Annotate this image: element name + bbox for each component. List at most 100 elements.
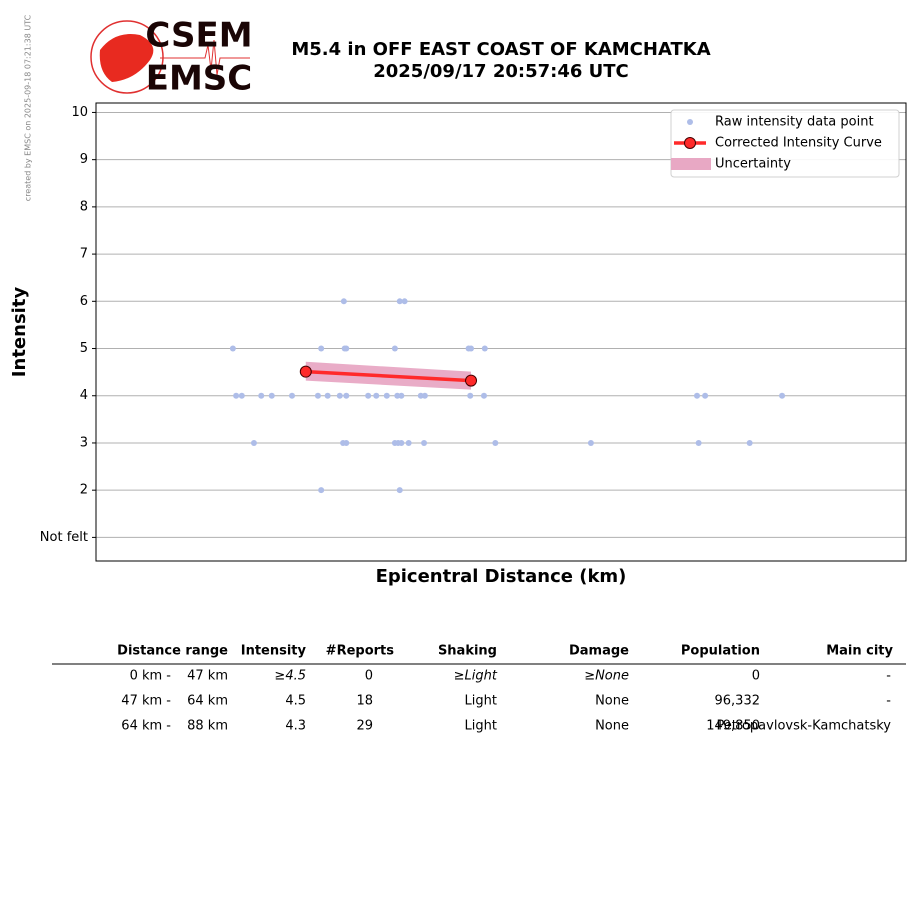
legend-label: Raw intensity data point xyxy=(715,115,874,130)
logo-bottom: EMSC xyxy=(146,59,253,99)
raw-point xyxy=(480,392,487,399)
legend-marker xyxy=(671,158,711,170)
logo-ring xyxy=(90,20,164,94)
chart-title: M5.4 in OFF EAST COAST OF KAMCHATKA xyxy=(291,39,710,60)
raw-point xyxy=(702,392,709,399)
y-axis-label: Intensity xyxy=(9,287,30,378)
table-cell: 47 km - xyxy=(121,694,171,709)
y-tick-label: 7 xyxy=(80,247,88,262)
y-tick-label: 10 xyxy=(71,105,88,120)
raw-point xyxy=(233,392,240,399)
raw-point xyxy=(396,298,403,305)
y-tick-label: 2 xyxy=(80,483,88,498)
legend-marker xyxy=(687,119,693,125)
logo-map xyxy=(99,34,154,82)
y-tick-label: 9 xyxy=(80,152,88,167)
table-cell: 96,332 xyxy=(715,694,761,709)
legend-box xyxy=(670,109,900,178)
table-header: Damage xyxy=(569,644,629,659)
raw-point xyxy=(229,345,236,352)
raw-point xyxy=(398,392,405,399)
raw-point xyxy=(587,439,594,446)
table-cell: ≥4.5 xyxy=(274,669,306,684)
table-header: Intensity xyxy=(241,644,307,659)
y-tick-label: 3 xyxy=(80,435,88,450)
raw-point xyxy=(421,439,428,446)
table-header: Main city xyxy=(826,644,893,659)
raw-point xyxy=(383,392,390,399)
table-cell: None xyxy=(595,719,629,734)
table-cell: 88 km xyxy=(187,719,228,734)
table-cell: 18 xyxy=(356,694,373,709)
raw-point xyxy=(314,392,321,399)
table-cell: 4.5 xyxy=(285,694,306,709)
raw-point xyxy=(318,487,325,494)
raw-point xyxy=(492,439,499,446)
raw-point xyxy=(779,392,786,399)
table-cell: None xyxy=(595,694,629,709)
raw-point xyxy=(343,439,350,446)
table-header: Shaking xyxy=(438,644,497,659)
table-cell: 64 km - xyxy=(121,719,171,734)
raw-point xyxy=(746,439,753,446)
raw-point xyxy=(396,487,403,494)
table-cell: 0 xyxy=(752,669,760,684)
raw-point xyxy=(343,392,350,399)
table-header: Population xyxy=(681,644,760,659)
x-axis-label: Epicentral Distance (km) xyxy=(376,566,627,587)
table-header: #Reports xyxy=(326,644,395,659)
side-note: created by EMSC on 2025-09-18 07:21:38 U… xyxy=(24,14,33,201)
raw-point xyxy=(401,298,408,305)
raw-point xyxy=(289,392,296,399)
raw-point xyxy=(238,392,245,399)
raw-point xyxy=(336,392,343,399)
raw-point xyxy=(421,392,428,399)
y-tick-label: 5 xyxy=(80,341,88,356)
raw-point xyxy=(365,392,372,399)
y-tick-label: 8 xyxy=(80,199,88,214)
logo-wave xyxy=(160,39,250,76)
raw-point xyxy=(258,392,265,399)
table-cell: - xyxy=(886,694,891,709)
y-tick-label: Not felt xyxy=(40,530,88,545)
raw-point xyxy=(373,392,380,399)
raw-point xyxy=(468,345,475,352)
table-cell: ≥None xyxy=(584,669,629,684)
y-tick-label: 4 xyxy=(80,388,88,403)
table-header: Distance range xyxy=(117,644,228,659)
raw-point xyxy=(324,392,331,399)
raw-point xyxy=(318,345,325,352)
y-tick-label: 6 xyxy=(80,294,88,309)
curve-marker xyxy=(465,374,478,387)
table-cell: 0 xyxy=(365,669,373,684)
raw-point xyxy=(694,392,701,399)
raw-point xyxy=(398,439,405,446)
curve-marker xyxy=(299,365,312,378)
table-cell: 64 km xyxy=(187,694,228,709)
raw-point xyxy=(405,439,412,446)
legend-marker xyxy=(684,137,696,149)
raw-point xyxy=(268,392,275,399)
legend-label: Corrected Intensity Curve xyxy=(715,136,882,151)
logo: CSEM EMSC xyxy=(90,16,253,99)
table-cell: Petropavlovsk-Kamchatsky xyxy=(716,719,891,734)
raw-point xyxy=(467,392,474,399)
raw-point xyxy=(391,345,398,352)
chart-subtitle: 2025/09/17 20:57:46 UTC xyxy=(373,61,629,82)
table-cell: 4.3 xyxy=(285,719,306,734)
raw-point xyxy=(343,345,350,352)
table-cell: 29 xyxy=(356,719,373,734)
table-cell: Light xyxy=(465,719,497,734)
legend-label: Uncertainty xyxy=(715,157,791,172)
table-cell: - xyxy=(886,669,891,684)
raw-point xyxy=(481,345,488,352)
logo-top: CSEM xyxy=(145,16,252,56)
table-cell: 0 km - xyxy=(130,669,172,684)
raw-point xyxy=(695,439,702,446)
table-cell: 149,850 xyxy=(706,719,760,734)
plot-frame xyxy=(95,102,907,562)
table-cell: Light xyxy=(465,694,497,709)
intensity-curve xyxy=(305,369,472,383)
raw-point xyxy=(250,439,257,446)
